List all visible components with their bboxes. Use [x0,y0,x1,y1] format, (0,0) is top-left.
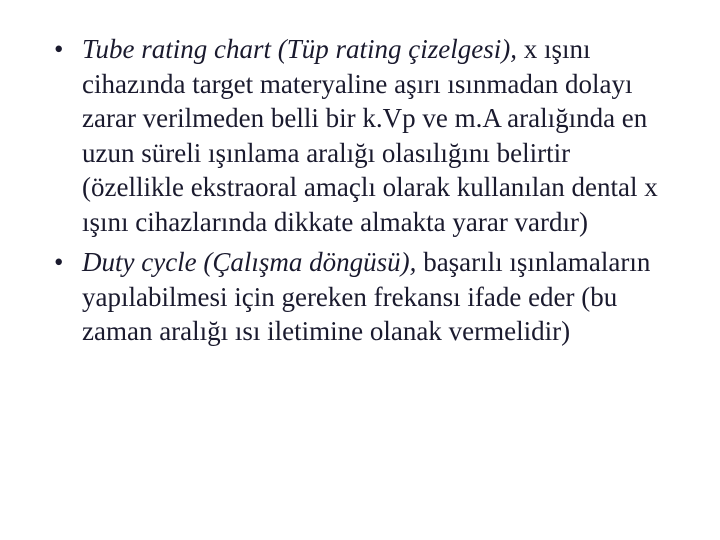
bullet-list: Tube rating chart (Tüp rating çizelgesi)… [48,32,672,349]
term-text: Tube rating chart (Tüp rating çizelgesi)… [82,34,517,64]
list-item: Tube rating chart (Tüp rating çizelgesi)… [48,32,672,239]
term-text: Duty cycle (Çalışma döngüsü), [82,247,416,277]
list-item: Duty cycle (Çalışma döngüsü), başarılı ı… [48,245,672,349]
body-text: x ışını cihazında target materyaline aşı… [82,34,658,237]
slide: Tube rating chart (Tüp rating çizelgesi)… [0,0,720,540]
